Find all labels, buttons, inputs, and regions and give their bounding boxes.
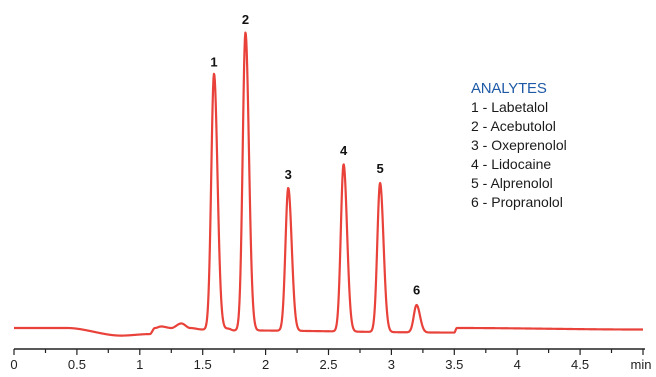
- legend-item-2: 2 - Acebutolol: [471, 118, 556, 134]
- x-tick-label: 1: [136, 357, 143, 372]
- x-tick-label: 3.5: [445, 357, 463, 372]
- x-tick-label: 4.5: [571, 357, 589, 372]
- peak-label-5: 5: [376, 161, 383, 176]
- x-tick-label: 4: [514, 357, 521, 372]
- peak-label-3: 3: [285, 167, 292, 182]
- peak-label-layer: 1 2 3 4 5 6: [210, 12, 420, 298]
- x-tick-label: 1.5: [194, 357, 212, 372]
- x-axis: 0 0.5 1 1.5 2 2.5 3 3.5 4 4.5 min: [10, 348, 652, 372]
- legend-title: ANALYTES: [471, 80, 547, 97]
- legend-item-1: 1 - Labetalol: [471, 99, 549, 115]
- x-tick-label: 0.5: [68, 357, 86, 372]
- legend-item-4: 4 - Lidocaine: [471, 156, 552, 172]
- legend-item-6: 6 - Propranolol: [471, 194, 563, 210]
- analytes-legend: ANALYTES 1 - Labetalol 2 - Acebutolol 3 …: [471, 79, 567, 212]
- x-axis-unit-label: min: [631, 357, 652, 372]
- chromatogram-trace: [13, 31, 644, 337]
- x-tick-label: 2.5: [319, 357, 337, 372]
- peak-label-1: 1: [210, 55, 217, 70]
- legend-item-3: 3 - Oxeprenolol: [471, 137, 567, 153]
- legend-item-5: 5 - Alprenolol: [471, 175, 553, 191]
- x-tick-label: 0: [10, 357, 17, 372]
- peak-label-2: 2: [242, 12, 249, 27]
- peak-label-4: 4: [340, 143, 348, 158]
- trace-layer: [13, 31, 644, 337]
- x-tick-label: 2: [262, 357, 269, 372]
- peak-label-6: 6: [413, 283, 420, 298]
- x-tick-label: 3: [388, 357, 395, 372]
